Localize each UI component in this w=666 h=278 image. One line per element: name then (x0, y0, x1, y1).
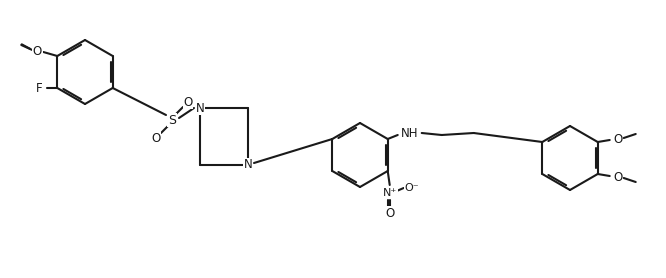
Text: O⁻: O⁻ (404, 183, 419, 193)
Text: O: O (151, 131, 161, 145)
Text: O: O (613, 133, 622, 145)
Text: O: O (33, 44, 42, 58)
Text: O: O (385, 207, 394, 220)
Text: O: O (183, 96, 192, 108)
Text: N⁺: N⁺ (382, 188, 397, 198)
Text: S: S (168, 113, 176, 126)
Text: O: O (613, 170, 622, 183)
Text: F: F (36, 81, 43, 95)
Text: N: N (244, 158, 252, 172)
Text: NH: NH (401, 126, 418, 140)
Text: N: N (196, 101, 204, 115)
